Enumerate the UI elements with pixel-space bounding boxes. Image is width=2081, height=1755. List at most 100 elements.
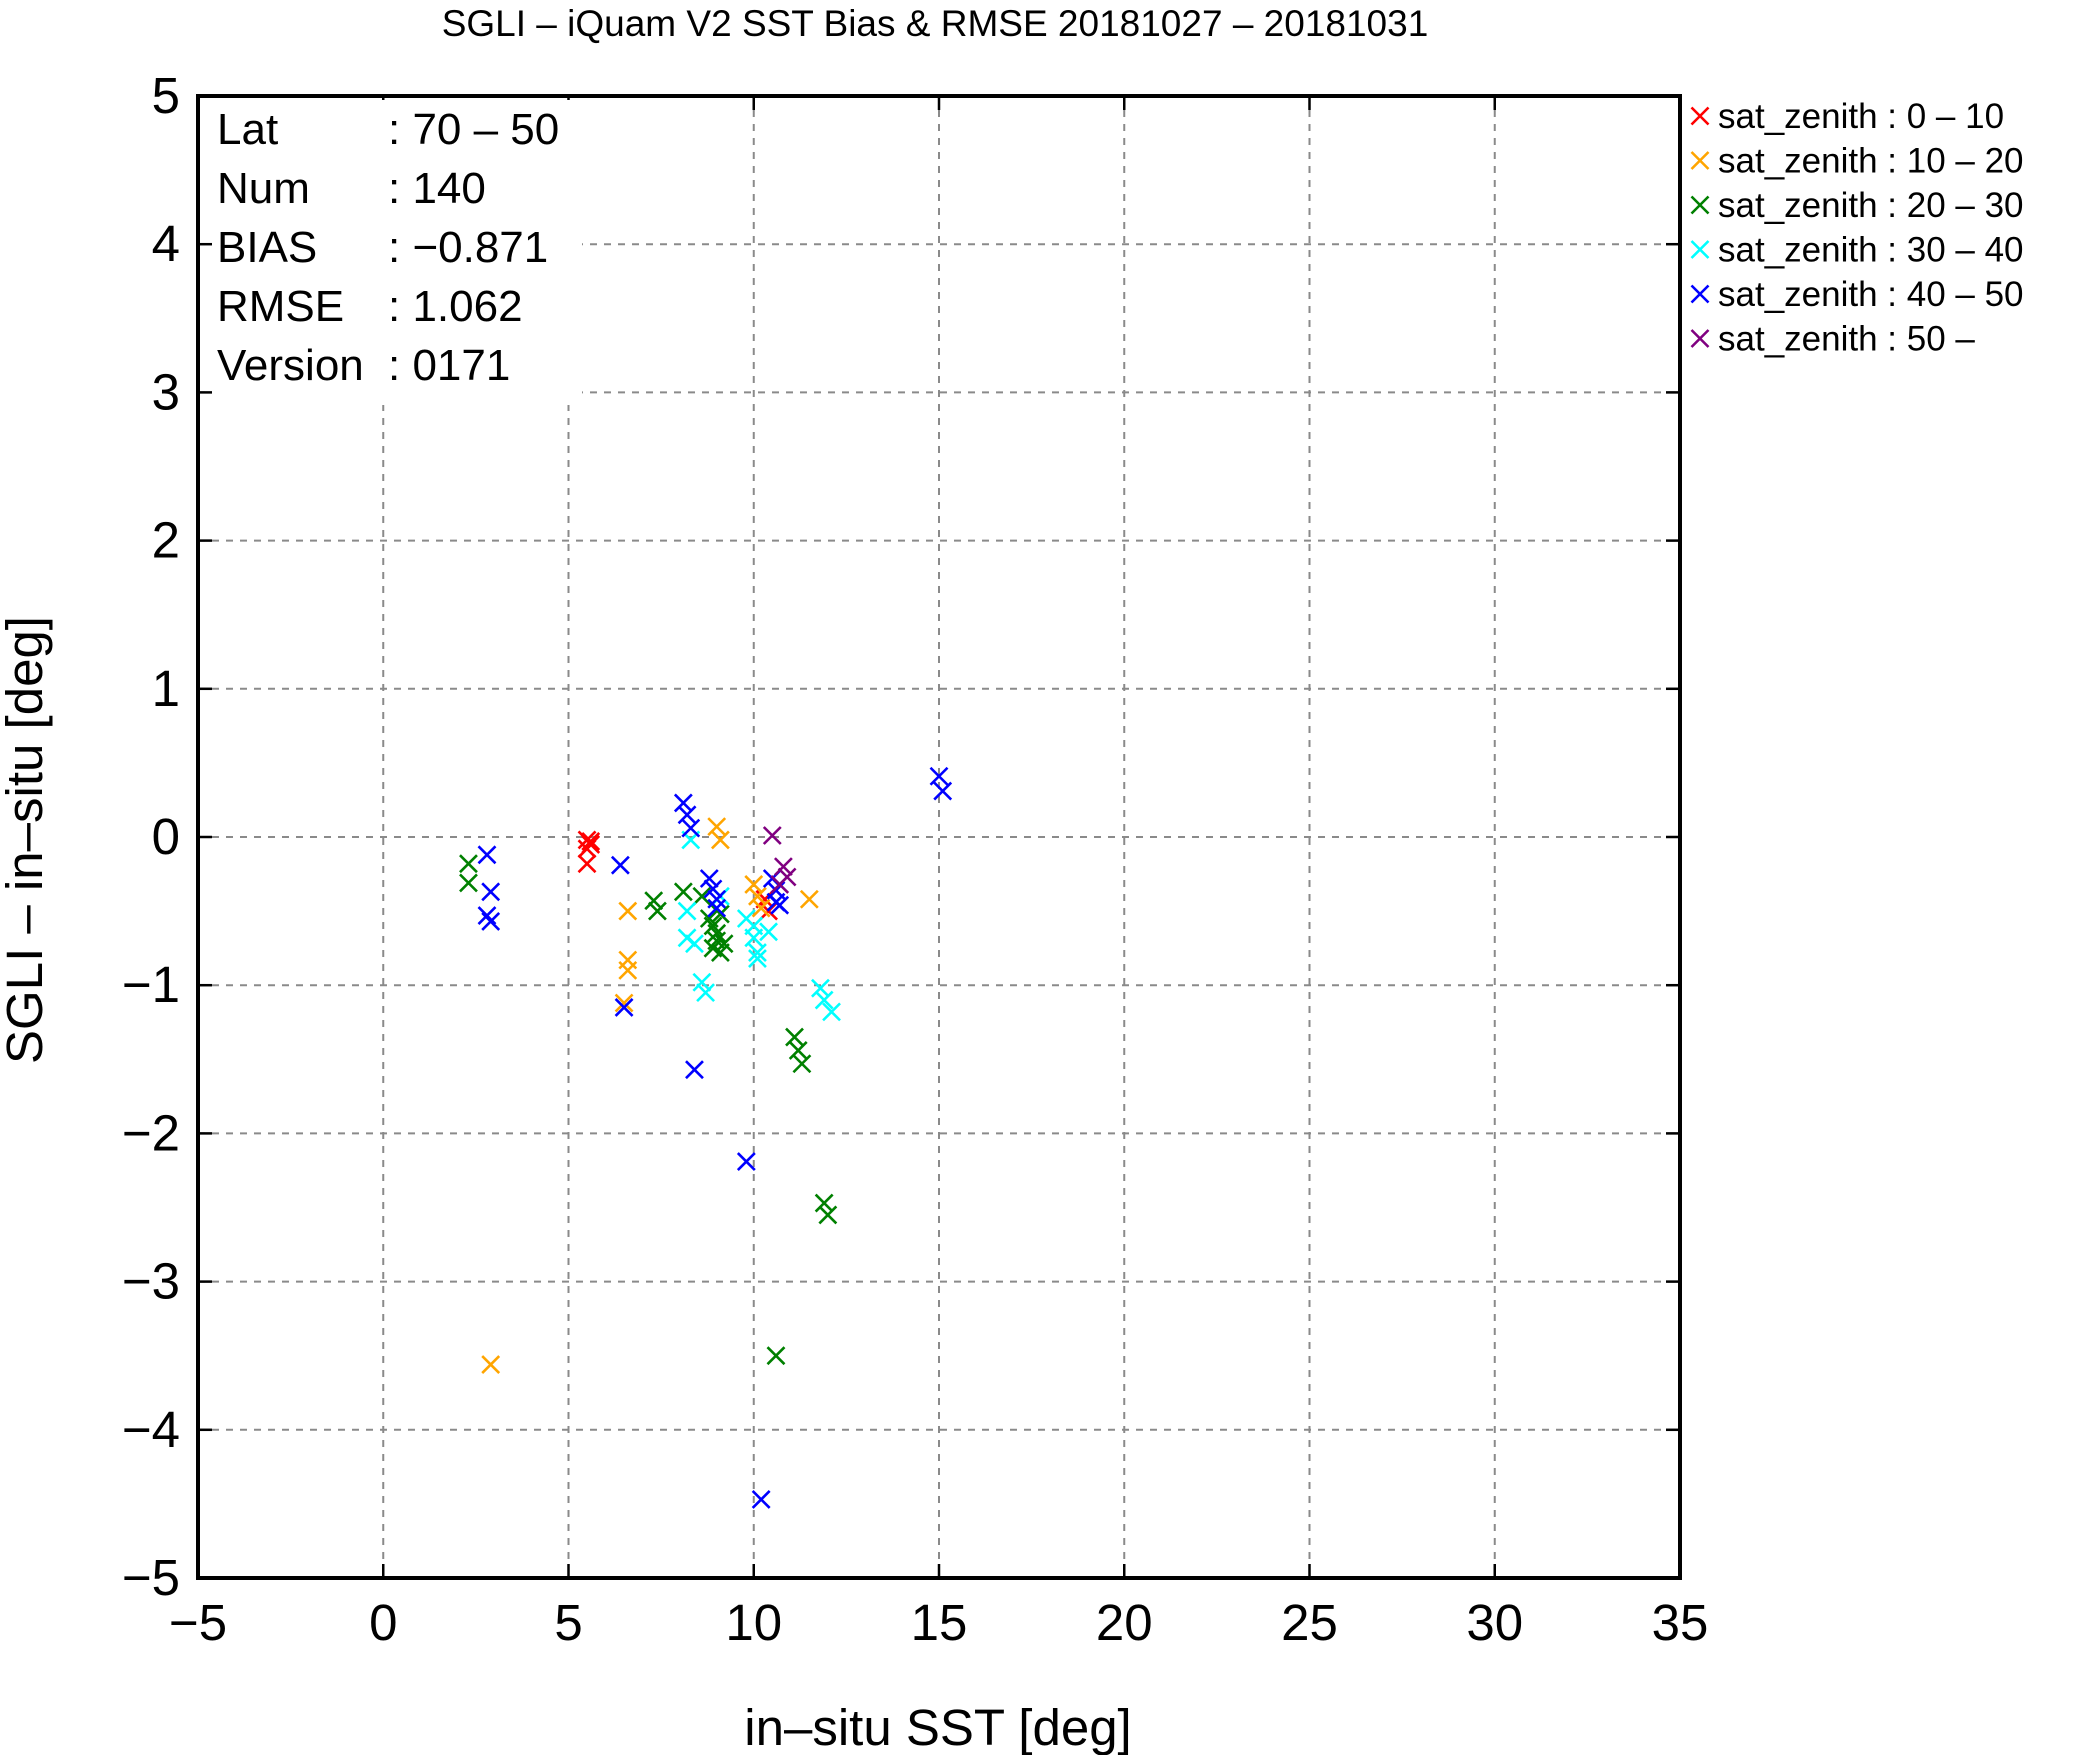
data-point [459, 854, 478, 874]
legend-label: sat_zenith : 20 – 30 [1718, 186, 2024, 225]
y-tick-labels: −5 −4 −3 −2 −1 0 1 2 3 4 5 [122, 67, 180, 1606]
data-point [685, 934, 704, 954]
data-point [822, 1002, 841, 1022]
y-axis-label: SGLI – in–situ [deg] [0, 616, 53, 1064]
data-point [799, 889, 819, 909]
data-point [714, 934, 734, 954]
data-point [785, 1027, 804, 1047]
y-tick-label: −2 [122, 1104, 180, 1161]
data-point [477, 906, 497, 925]
grid-lines [198, 96, 1680, 1578]
data-point [929, 766, 949, 786]
data-point [814, 1193, 834, 1213]
stat-label: Num [217, 164, 310, 213]
x-tick-label: 5 [554, 1594, 582, 1651]
data-point [707, 923, 727, 943]
y-tick-label: 3 [152, 363, 180, 420]
legend-marker [1690, 284, 1710, 304]
data-point [677, 901, 697, 921]
data-point [614, 993, 634, 1013]
stat-value: : 70 – 50 [388, 105, 559, 154]
x-tick-label: 25 [1281, 1594, 1338, 1651]
y-tick-label: 1 [152, 660, 180, 717]
legend-label: sat_zenith : 40 – 50 [1718, 275, 2024, 314]
legend-marker [1690, 195, 1710, 215]
legend-label: sat_zenith : 0 – 10 [1718, 97, 2004, 136]
y-tick-label: 4 [152, 215, 180, 272]
legend-marker [1690, 106, 1710, 126]
legend-label: sat_zenith : 50 – [1718, 320, 1975, 359]
data-point [792, 1054, 812, 1074]
stats-background [212, 100, 582, 405]
x-tick-label: 0 [369, 1594, 397, 1651]
data-point [707, 898, 727, 918]
stats-box: Lat : 70 – 50 Num : 140 BIAS : −0.871 RMSE : 1.… [212, 100, 582, 405]
y-tick-label: 5 [152, 67, 180, 124]
data-point [696, 983, 716, 1003]
data-point [692, 972, 712, 992]
data-point [814, 990, 834, 1010]
x-tick-label: 35 [1652, 1594, 1709, 1651]
data-points [459, 766, 953, 1509]
stat-label: BIAS [217, 223, 317, 272]
x-tick-label: −5 [169, 1594, 227, 1651]
data-point [710, 830, 730, 850]
data-point [610, 855, 630, 875]
data-point [673, 882, 693, 902]
stat-value: : −0.871 [388, 223, 548, 272]
stat-label: Lat [217, 105, 278, 154]
data-point [766, 1346, 786, 1366]
stat-value: : 1.062 [388, 282, 523, 331]
data-point [681, 818, 701, 838]
data-point [481, 912, 501, 931]
data-point [673, 793, 693, 813]
data-point [618, 901, 638, 921]
y-tick-label: −1 [122, 956, 180, 1013]
x-tick-label: 20 [1096, 1594, 1153, 1651]
y-tick-label: 2 [152, 512, 180, 569]
data-point [648, 901, 667, 921]
data-point [618, 960, 638, 980]
data-point [751, 898, 771, 918]
data-point [773, 857, 793, 877]
data-point [477, 845, 497, 865]
legend-marker [1690, 329, 1710, 348]
stat-label: Version [217, 341, 364, 390]
data-point [481, 882, 501, 902]
data-point [459, 873, 478, 893]
data-point [736, 1152, 756, 1171]
data-point [759, 922, 778, 942]
data-point [748, 943, 767, 963]
y-tick-label: 0 [152, 808, 180, 865]
data-point [748, 886, 767, 906]
stat-value: : 0171 [388, 341, 510, 390]
chart-title: SGLI – iQuam V2 SST Bias & RMSE 20181027… [442, 3, 1429, 44]
legend-label: sat_zenith : 30 – 40 [1718, 231, 2024, 270]
data-point [581, 832, 601, 851]
data-point [770, 875, 790, 894]
data-point [699, 869, 719, 888]
data-point [788, 1040, 808, 1060]
y-tick-label: −3 [122, 1253, 180, 1310]
stat-label: RMSE [217, 282, 344, 331]
legend-marker [1690, 151, 1710, 170]
data-point [692, 886, 712, 906]
x-tick-label: 30 [1466, 1594, 1523, 1651]
data-point [707, 817, 727, 837]
data-point [707, 889, 727, 909]
data-point [751, 1490, 771, 1509]
data-point [644, 891, 664, 911]
data-point [677, 805, 697, 825]
x-tick-labels: −5 0 5 10 15 20 25 30 35 [169, 1594, 1708, 1651]
data-point [748, 949, 767, 968]
data-point [818, 1205, 838, 1225]
data-point [744, 916, 764, 936]
data-point [481, 1355, 501, 1375]
data-point [933, 781, 953, 801]
data-point [614, 998, 634, 1017]
stat-value: : 140 [388, 164, 486, 213]
data-point [685, 1060, 704, 1080]
x-tick-label: 10 [725, 1594, 782, 1651]
data-point [744, 875, 764, 894]
